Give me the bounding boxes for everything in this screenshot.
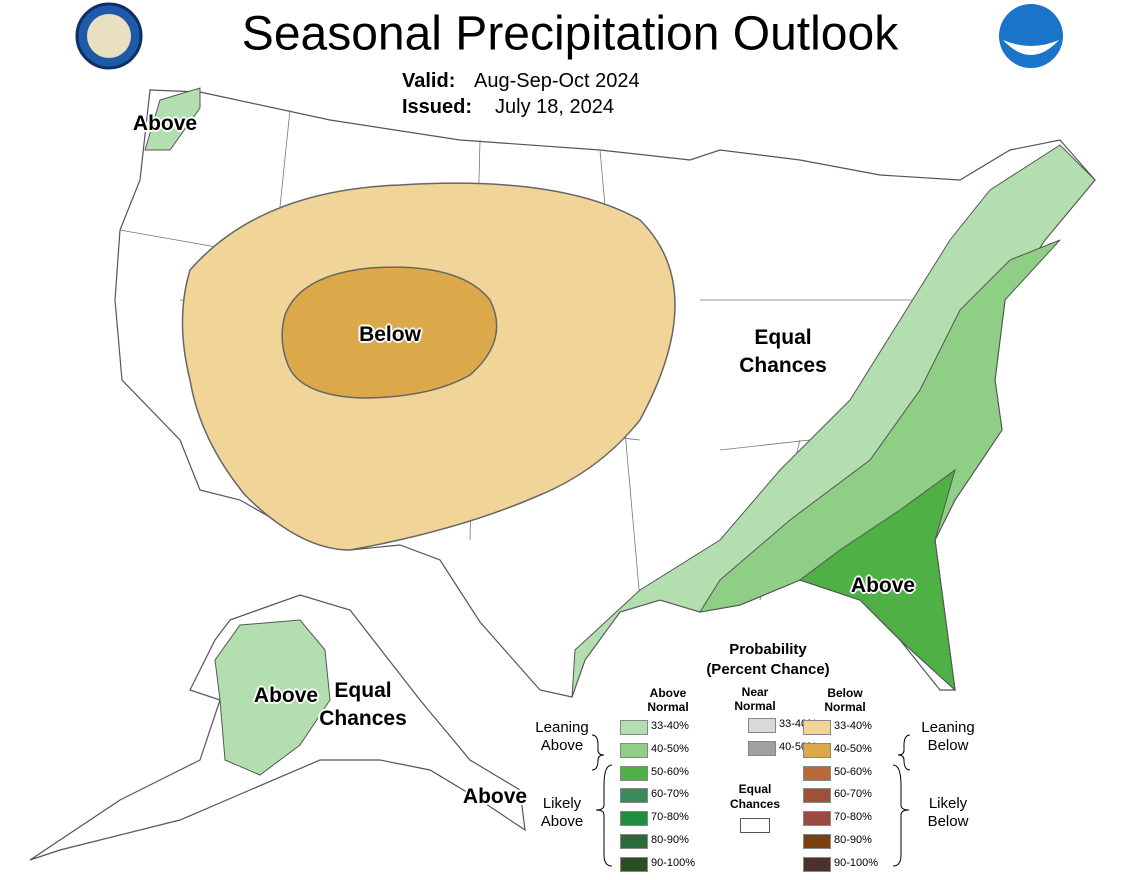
equal-chances-label: Equal Chances — [729, 782, 781, 811]
above-nw — [144, 87, 201, 151]
legend-item-label: 90-100% — [834, 856, 879, 869]
legend-swatch — [803, 856, 831, 872]
legend-swatch — [620, 856, 648, 872]
legend-item-label: 80-90% — [651, 834, 689, 846]
map-label: Equal Chances — [739, 326, 827, 377]
legend-item-label: 50-60% — [651, 765, 689, 778]
map-label: Equal Chances — [319, 679, 407, 730]
legend-swatch — [803, 834, 831, 849]
legend-braces — [591, 734, 911, 867]
legend-swatch — [620, 742, 648, 758]
above-50 — [798, 468, 956, 692]
legend-swatch — [620, 788, 648, 804]
legend-swatch — [748, 740, 776, 756]
below-40 — [281, 266, 498, 399]
legend-swatch — [620, 834, 648, 849]
map-label: Above — [462, 785, 528, 808]
map-label: Above — [253, 684, 319, 707]
legend-item-label: 40-50% — [651, 742, 689, 755]
legend-item-label: 60-70% — [834, 788, 872, 801]
map-label: Above — [850, 574, 916, 597]
issued-label: Issued: — [402, 96, 473, 118]
legend-item-label: 50-60% — [834, 765, 872, 778]
legend-item-label: 33-40% — [651, 720, 689, 732]
legend-heading: Above Normal — [647, 686, 689, 714]
legend-group: Likely Below — [927, 795, 969, 830]
legend-heading: Near Normal — [734, 685, 776, 713]
legend-swatch — [620, 720, 648, 735]
map-label: Below — [359, 323, 421, 346]
legend-swatch — [748, 718, 776, 733]
legend-group: Likely Above — [540, 795, 584, 830]
legend-group: Leaning Above — [535, 719, 589, 754]
legend-swatch — [803, 742, 831, 758]
title: Seasonal Precipitation Outlook — [241, 7, 899, 61]
legend-item-label: 33-40% — [834, 720, 872, 732]
legend-group: Leaning Below — [921, 719, 975, 754]
legend-title: Probability (Percent Chance) — [706, 641, 830, 678]
issued: July 18, 2024 — [495, 96, 614, 118]
noaa-bird — [1003, 40, 1059, 55]
legend-item-label: 70-80% — [651, 811, 689, 824]
legend-item-label: 70-80% — [834, 811, 872, 824]
legend-swatch — [620, 811, 648, 827]
noaa-logo — [999, 4, 1063, 68]
legend-swatch — [620, 765, 648, 781]
legend-item-label: 90-100% — [651, 856, 696, 869]
legend-item-label: 80-90% — [834, 834, 872, 846]
legend-item-label: 60-70% — [651, 788, 689, 801]
alaska-above — [214, 619, 331, 776]
legend-item-label: 40-50% — [834, 742, 872, 755]
legend-swatch — [803, 720, 831, 735]
legend-swatch — [803, 788, 831, 804]
equal-chances-swatch — [740, 818, 770, 833]
legend-swatch — [803, 765, 831, 781]
legend-heading: Below Normal — [824, 686, 866, 714]
map-label: Above — [132, 112, 198, 135]
seal-inner — [87, 14, 131, 58]
valid-label: Valid: — [402, 70, 456, 92]
legend-swatch — [803, 811, 831, 827]
valid: Aug-Sep-Oct 2024 — [474, 70, 640, 92]
